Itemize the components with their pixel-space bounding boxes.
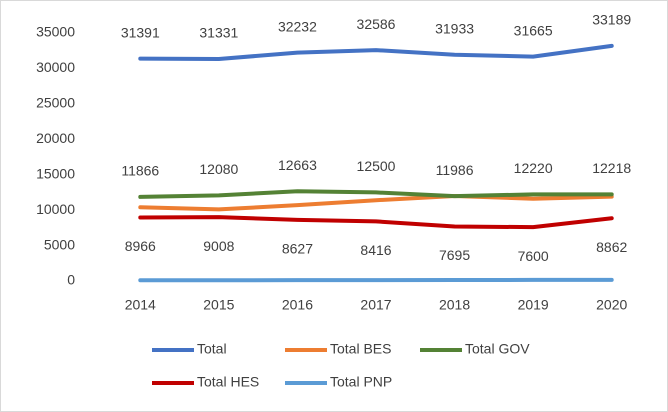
legend-label: Total	[197, 341, 227, 357]
data-label: 8862	[596, 239, 627, 255]
y-tick-label: 0	[67, 272, 75, 288]
data-label: 31933	[435, 20, 474, 36]
y-tick-label: 30000	[36, 59, 75, 75]
x-tick-label: 2018	[439, 297, 470, 313]
series-line	[138, 215, 614, 230]
data-label: 32232	[278, 18, 317, 34]
data-label: 12663	[278, 157, 317, 173]
y-tick-label: 15000	[36, 165, 75, 181]
legend-label: Total BES	[330, 341, 391, 357]
data-label: 9008	[203, 238, 234, 254]
x-tick-label: 2014	[125, 297, 156, 313]
data-label: 31331	[199, 25, 238, 41]
x-tick-label: 2019	[518, 297, 549, 313]
data-label: 33189	[592, 12, 631, 28]
series-line	[138, 189, 614, 199]
series-line	[138, 193, 614, 212]
x-tick-label: 2015	[203, 297, 234, 313]
y-tick-label: 10000	[36, 201, 75, 217]
y-tick-label: 35000	[36, 24, 75, 40]
x-tick-label: 2016	[282, 297, 313, 313]
data-label: 8627	[282, 241, 313, 257]
y-tick-label: 20000	[36, 130, 75, 146]
data-label: 31665	[514, 22, 553, 38]
data-label: 11986	[436, 162, 474, 178]
legend-label: Total PNP	[330, 374, 392, 390]
data-label: 7695	[439, 247, 470, 263]
x-tick-label: 2020	[596, 297, 627, 313]
data-label: 7600	[518, 248, 549, 264]
legend-label: Total GOV	[465, 341, 530, 357]
y-tick-label: 25000	[36, 95, 75, 111]
data-label: 8416	[360, 242, 391, 258]
data-label: 11866	[121, 163, 159, 179]
data-label: 8966	[125, 238, 156, 254]
x-tick-label: 2017	[360, 297, 391, 313]
data-label: 31391	[121, 24, 160, 40]
data-label: 12500	[357, 158, 396, 174]
data-label: 32586	[357, 16, 396, 32]
series-line	[138, 43, 614, 61]
legend-label: Total HES	[197, 374, 259, 390]
data-label: 12218	[592, 160, 631, 176]
data-label: 12080	[199, 161, 238, 177]
data-label: 12220	[514, 160, 553, 176]
y-tick-label: 5000	[44, 236, 75, 252]
